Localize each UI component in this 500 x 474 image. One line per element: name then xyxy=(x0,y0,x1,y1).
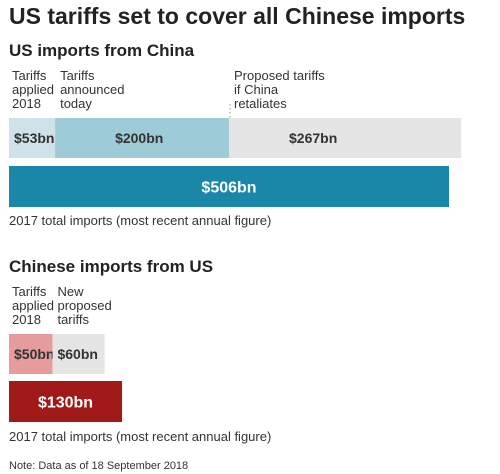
us-segment-value-tariffs-applied-2018: $53bn xyxy=(14,130,54,146)
us-segment-label-proposed-tariffs-if-china-retaliates: Proposed tariffs xyxy=(234,68,325,83)
us-section-title: US imports from China xyxy=(9,41,195,60)
us-segment-tariffs-announced-today xyxy=(55,118,229,158)
cn-segment-label-new-proposed-tariffs: proposed xyxy=(57,298,111,313)
us-segment-label-tariffs-announced-today: Tariffs xyxy=(60,68,95,83)
cn-segment-tariffs-applied-2018 xyxy=(9,334,53,374)
us-total-bar xyxy=(9,166,449,207)
cn-segment-label-new-proposed-tariffs: tariffs xyxy=(57,312,89,327)
cn-segment-label-tariffs-applied-2018: applied xyxy=(12,298,54,313)
us-segment-label-tariffs-announced-today: announced xyxy=(60,82,124,97)
us-segment-label-tariffs-announced-today: today xyxy=(60,96,92,111)
us-segment-value-tariffs-announced-today: $200bn xyxy=(115,130,163,146)
us-total-value: $506bn xyxy=(201,180,256,197)
cn-segment-new-proposed-tariffs xyxy=(52,334,105,374)
us-segment-label-tariffs-applied-2018: applied xyxy=(12,82,54,97)
cn-segment-value-tariffs-applied-2018: $50bn xyxy=(14,346,54,362)
us-segment-value-proposed-tariffs-if-china-retaliates: $267bn xyxy=(289,130,337,146)
cn-segment-label-tariffs-applied-2018: 2018 xyxy=(12,312,41,327)
us-segment-label-proposed-tariffs-if-china-retaliates: if China xyxy=(234,82,279,97)
us-segment-label-tariffs-applied-2018: Tariffs xyxy=(12,68,47,83)
chart-title: US tariffs set to cover all Chinese impo… xyxy=(9,3,465,29)
us-segment-label-tariffs-applied-2018: 2018 xyxy=(12,96,41,111)
cn-segment-label-tariffs-applied-2018: Tariffs xyxy=(12,284,47,299)
us-total-caption: 2017 total imports (most recent annual f… xyxy=(9,213,271,228)
cn-total-value: $130bn xyxy=(38,395,93,412)
us-segment-label-proposed-tariffs-if-china-retaliates: retaliates xyxy=(234,96,287,111)
chart-note: Note: Data as of 18 September 2018 xyxy=(9,460,188,472)
cn-segment-value-new-proposed-tariffs: $60bn xyxy=(57,346,97,362)
china-total-caption: 2017 total imports (most recent annual f… xyxy=(9,429,271,444)
cn-total-bar xyxy=(9,381,123,422)
us-segment-proposed-tariffs-if-china-retaliates xyxy=(229,118,462,158)
us-segment-tariffs-applied-2018 xyxy=(9,118,56,158)
cn-segment-label-new-proposed-tariffs: New xyxy=(57,284,84,299)
china-section-title: Chinese imports from US xyxy=(9,257,213,276)
